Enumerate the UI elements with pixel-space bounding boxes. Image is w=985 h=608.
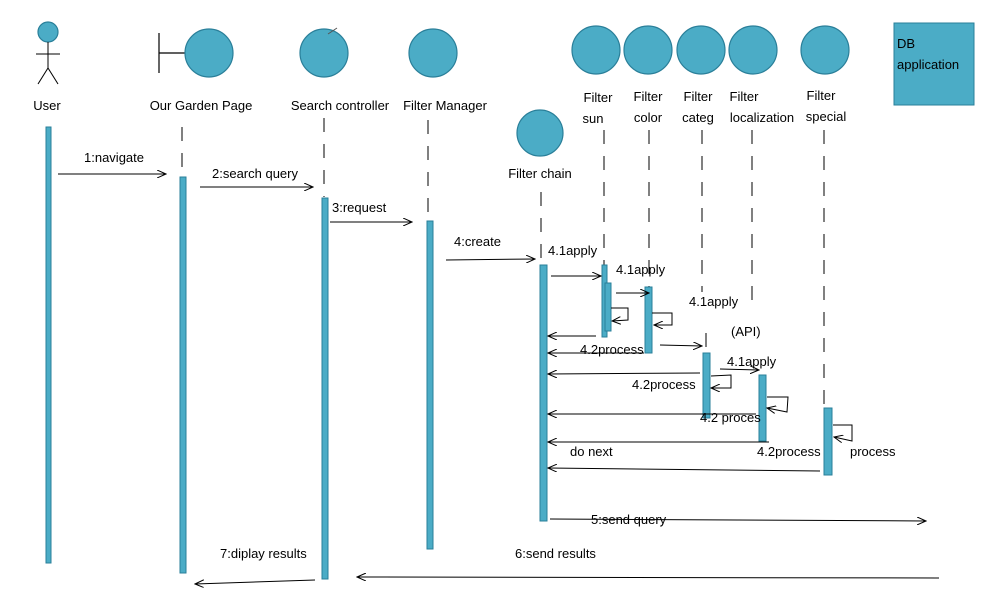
search-controller-label: Search controller — [291, 98, 390, 113]
filter-special-label-2: special — [806, 109, 847, 124]
sun-self-loop — [611, 307, 629, 321]
categ-activation — [702, 352, 711, 419]
filter-categ-icon — [676, 25, 726, 75]
msg-process-special-arrow — [548, 468, 821, 471]
msg-process-categ-arrow — [548, 373, 701, 374]
categ-self-loop — [711, 374, 732, 388]
msg-apply-color-label: 4.1apply — [616, 262, 666, 277]
msg-send-query-arrow — [549, 519, 926, 521]
msg-apply-localization-label: 4.1apply — [727, 354, 777, 369]
msg-display-results-label: 7:diplay results — [220, 546, 307, 561]
msg-display-results-arrow — [195, 579, 316, 584]
manager-activation — [426, 220, 434, 550]
filter-color-label-1: Filter — [634, 89, 664, 104]
msg-send-results-label: 6:send results — [515, 546, 596, 561]
sun-activation-inner — [604, 282, 612, 332]
special-self-loop — [833, 424, 853, 441]
msg-do-next-label: do next — [570, 444, 613, 459]
db-label-2: application — [897, 57, 959, 72]
msg-create-label: 4:create — [454, 234, 501, 249]
user-label: User — [33, 98, 61, 113]
filter-categ-label-2: categ — [682, 110, 714, 125]
msg-send-query-label: 5:send query — [591, 512, 667, 527]
filter-special-label-1: Filter — [807, 88, 837, 103]
msg-process-color-label: 4.2process — [580, 342, 644, 357]
filter-sun-label-1: Filter — [584, 90, 614, 105]
garden-page-label: Our Garden Page — [150, 98, 253, 113]
user-activation — [45, 126, 52, 564]
color-self-loop — [652, 312, 673, 325]
filter-categ-label-1: Filter — [684, 89, 714, 104]
db-application-box — [893, 22, 975, 106]
filter-sun-icon — [571, 25, 621, 75]
localization-self-loop — [767, 396, 789, 412]
filter-localization-label-2: localization — [730, 110, 794, 125]
db-label-1: DB — [897, 36, 915, 51]
msg-send-results-arrow — [357, 577, 940, 578]
filter-color-label-2: color — [634, 110, 663, 125]
msg-process-localization-label: 4.2 proces — [700, 410, 761, 425]
msg-request-label: 3:request — [332, 200, 387, 215]
special-activation — [823, 407, 833, 476]
filter-sun-label-2: sun — [583, 111, 604, 126]
msg-process-special-label: 4.2process — [757, 444, 821, 459]
msg-navigate-label: 1:navigate — [84, 150, 144, 165]
search-activation — [321, 197, 329, 580]
filter-localization-icon — [728, 25, 778, 75]
filter-localization-label-1: Filter — [730, 89, 760, 104]
msg-apply-sun-label: 4.1apply — [548, 243, 598, 258]
filter-chain-icon — [516, 109, 564, 157]
color-activation — [644, 286, 653, 354]
msg-apply-localization-arrow — [719, 369, 759, 370]
user-actor-icon — [36, 21, 60, 85]
filter-color-icon — [623, 25, 673, 75]
msg-apply-categ-arrow — [659, 345, 702, 346]
filter-manager-label: Filter Manager — [403, 98, 487, 113]
filter-manager-icon — [408, 28, 458, 78]
garden-activation — [179, 176, 187, 574]
control-icon — [299, 27, 349, 78]
filter-chain-label: Filter chain — [508, 166, 572, 181]
boundary-icon — [158, 28, 234, 78]
msg-process-categ-label: 4.2process — [632, 377, 696, 392]
localization-activation — [758, 374, 767, 442]
chain-activation — [539, 264, 548, 522]
api-label: (API) — [731, 324, 761, 339]
msg-create-arrow — [445, 259, 535, 260]
filter-special-icon — [800, 25, 850, 75]
msg-apply-categ-label: 4.1apply — [689, 294, 739, 309]
msg-process-label: process — [850, 444, 896, 459]
msg-search-query-label: 2:search query — [212, 166, 298, 181]
